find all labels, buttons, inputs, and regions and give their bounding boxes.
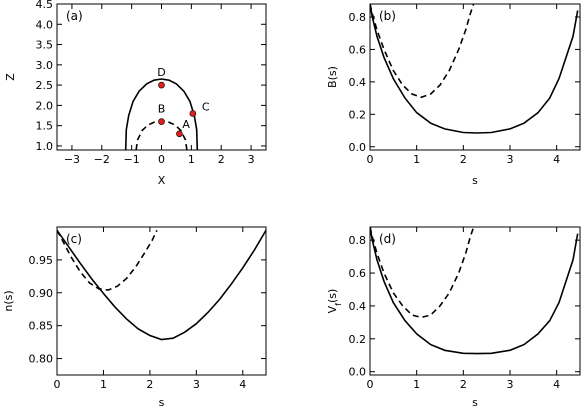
panel-d-frame (369, 226, 581, 376)
panel-d-xtick-label: 2 (460, 378, 467, 391)
panel-d-series-solid (370, 227, 579, 355)
panel-a-ylabel: Z (4, 73, 17, 81)
panel-c-label: (c) (66, 232, 82, 246)
panel-b-marks: 0 1 2 3 4 0.0 0.2 0.4 0.6 0.8 (349, 4, 580, 166)
panel-d-xtick-label: 1 (413, 378, 420, 391)
panel-a-xtick-label: −1 (124, 153, 140, 166)
panel-d: 0 1 2 3 4 0.0 0.2 0.4 0.6 0.8 (d) s Vf(s) (326, 226, 581, 409)
panel-d-ytick-label: 0.8 (349, 234, 367, 247)
panel-d-ylabel-main: V (326, 305, 339, 313)
panel-d-xlabel: s (472, 396, 478, 409)
panel-a-ytick-label: 2.5 (36, 79, 54, 92)
panel-b: 0 1 2 3 4 0.0 0.2 0.4 0.6 0.8 (b) s B(s) (326, 3, 581, 187)
point-b-label: B (158, 103, 166, 116)
panel-a: −3 −2 −1 0 1 2 3 1.0 1.5 2.0 2.5 3.0 3.5 4.0 4.5 D B CA (… (4, 0, 267, 187)
panel-b-ytick-label: 0.0 (349, 141, 367, 154)
panel-c-xtick-label: 3 (193, 378, 200, 391)
panel-a-ytick-label: 1.5 (36, 120, 54, 133)
panel-a-xtick-label: 1 (188, 153, 195, 166)
panel-d-ytick-label: 0.6 (349, 267, 367, 280)
panel-c-ytick-label: 0.85 (29, 320, 54, 333)
panel-d-ytick-label: 0.2 (349, 333, 367, 346)
panel-b-frame (369, 3, 581, 151)
panel-c-xtick-label: 1 (100, 378, 107, 391)
point-d-marker (158, 81, 165, 89)
point-a-label: A (182, 118, 190, 131)
panel-c-xlabel: s (159, 396, 165, 409)
panel-c-xtick-label: 4 (239, 378, 246, 391)
panel-a-ytick-label: 3.0 (36, 59, 54, 72)
panel-b-xtick-label: 4 (553, 153, 560, 166)
panel-d-xtick-label: 3 (507, 378, 514, 391)
panel-a-xtick-label: 2 (218, 153, 225, 166)
panel-a-ytick-label: 3.5 (36, 39, 54, 52)
panel-b-series-solid (370, 4, 579, 134)
point-a-marker (176, 130, 183, 138)
panel-b-ytick-label: 0.4 (349, 76, 367, 89)
panel-d-ylabel: Vf(s) (326, 289, 343, 314)
panel-b-label: (b) (379, 9, 396, 23)
point-d-label: D (157, 66, 165, 79)
panel-b-xtick-label: 0 (367, 153, 374, 166)
panel-c-ylabel: n(s) (2, 290, 15, 311)
panel-b-ytick-label: 0.2 (349, 108, 367, 121)
panel-a-label: (a) (66, 9, 83, 23)
panel-a-xlabel: X (158, 174, 166, 187)
point-c-marker (189, 110, 197, 117)
panel-a-xtick-label: −3 (64, 153, 80, 166)
panel-d-ylabel-tail: (s) (326, 289, 339, 303)
panel-a-ytick-label: 4.5 (36, 0, 54, 11)
panel-d-ylabel-sub: f (334, 303, 343, 306)
point-b-marker (158, 118, 165, 125)
panel-d-marks: 0 1 2 3 4 0.0 0.2 0.4 0.6 0.8 (349, 227, 580, 391)
panel-d-ytick-label: 0.0 (349, 366, 367, 379)
panel-b-ytick-label: 0.6 (349, 43, 367, 56)
panel-b-xtick-label: 1 (413, 153, 420, 166)
panel-c-marks: 0 1 2 3 4 0.80 0.85 0.90 0.95 (29, 227, 266, 391)
panel-a-marks: −3 −2 −1 0 1 2 3 1.0 1.5 2.0 2.5 3.0 3.5 4.0 4.5 D B CA (36, 0, 266, 166)
panel-c-series-dashed (57, 229, 158, 291)
panel-a-xtick-label: −2 (94, 153, 110, 166)
panel-c-series-solid (57, 229, 266, 341)
panel-c-xtick-label: 0 (54, 378, 61, 391)
panel-d-label: (d) (379, 232, 396, 246)
panel-b-ylabel: B(s) (326, 66, 339, 88)
panel-b-ytick-label: 0.8 (349, 11, 367, 24)
panel-b-xtick-label: 2 (460, 153, 467, 166)
panel-a-xtick-label: 0 (158, 153, 165, 166)
panel-d-ytick-label: 0.4 (349, 300, 367, 313)
panel-d-series-dashed (370, 227, 475, 319)
panel-d-xtick-label: 4 (553, 378, 560, 391)
panel-b-series-dashed (370, 4, 475, 99)
panel-b-xlabel: s (472, 174, 478, 187)
panel-c-ytick-label: 0.95 (29, 254, 54, 267)
panel-c-ytick-label: 0.80 (29, 353, 54, 366)
panel-c-xtick-label: 2 (146, 378, 153, 391)
panel-a-xtick-label: 3 (248, 153, 255, 166)
panel-b-xtick-label: 3 (507, 153, 514, 166)
point-c-label: C (202, 101, 210, 114)
panel-c: 0 1 2 3 4 0.80 0.85 0.90 0.95 (c) s n(s) (2, 226, 267, 409)
panel-c-ytick-label: 0.90 (29, 287, 54, 300)
panel-a-ytick-label: 2.0 (36, 99, 54, 112)
panel-d-xtick-label: 0 (367, 378, 374, 391)
panel-a-ytick-label: 1.0 (36, 140, 54, 153)
panel-c-frame (56, 226, 267, 376)
panel-a-ytick-label: 4.0 (36, 18, 54, 31)
